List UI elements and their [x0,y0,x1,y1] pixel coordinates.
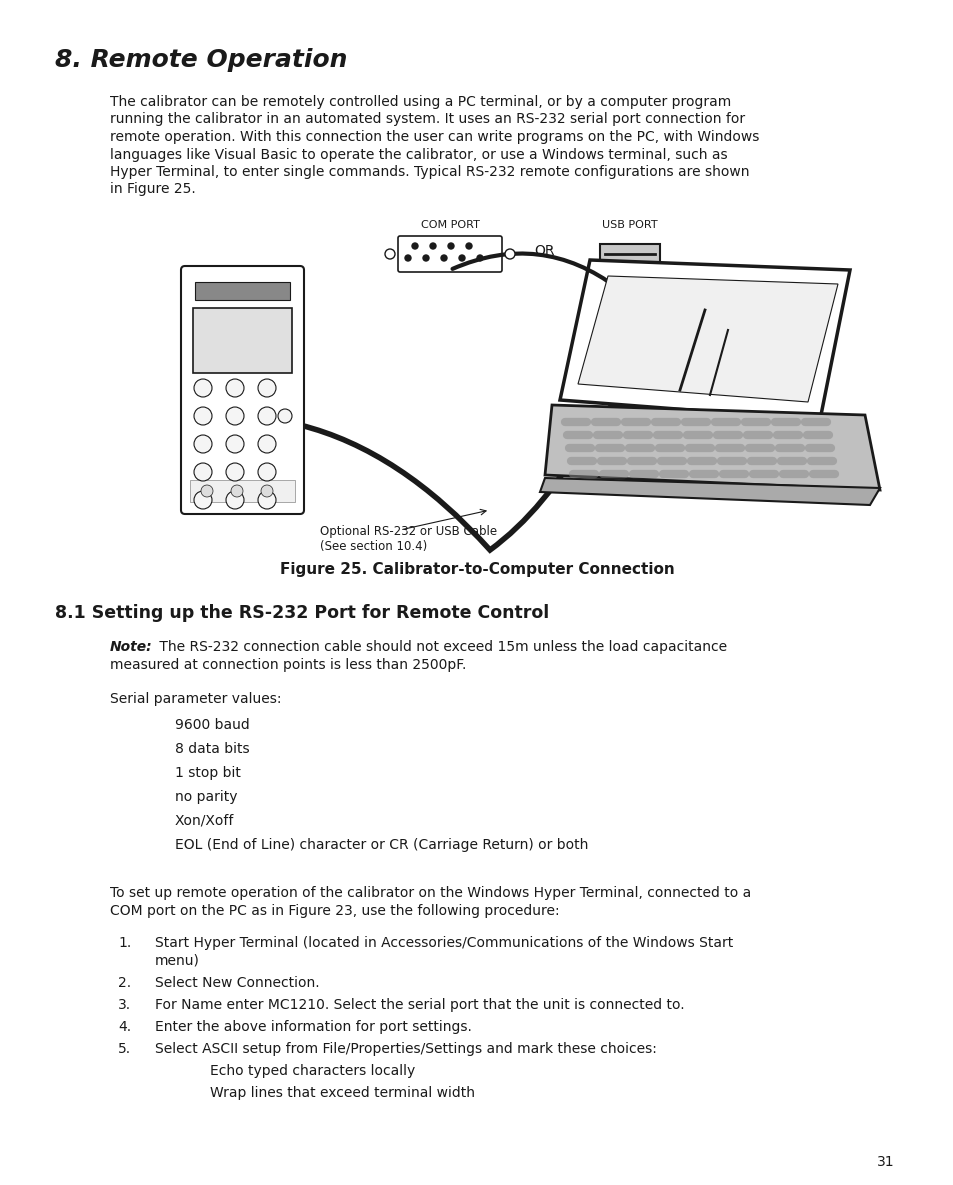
Polygon shape [578,276,837,402]
Text: OR: OR [535,244,555,258]
Text: 1.: 1. [118,936,132,950]
Text: USB PORT: USB PORT [601,220,658,230]
Polygon shape [544,405,879,491]
FancyBboxPatch shape [599,244,659,264]
Circle shape [440,255,447,261]
FancyBboxPatch shape [193,308,292,373]
Circle shape [448,243,454,249]
Text: 8 data bits: 8 data bits [174,742,250,756]
Text: Echo typed characters locally: Echo typed characters locally [210,1064,415,1078]
Text: COM port on the PC as in Figure 23, use the following procedure:: COM port on the PC as in Figure 23, use … [110,904,559,918]
Text: 2.: 2. [118,976,131,989]
Circle shape [193,435,212,453]
Text: Enter the above information for port settings.: Enter the above information for port set… [154,1020,472,1035]
Text: The RS-232 connection cable should not exceed 15m unless the load capacitance: The RS-232 connection cable should not e… [154,640,726,654]
Text: menu): menu) [154,954,200,968]
Text: EOL (End of Line) character or CR (Carriage Return) or both: EOL (End of Line) character or CR (Carri… [174,838,588,852]
FancyBboxPatch shape [190,480,294,502]
Text: 8.1 Setting up the RS-232 Port for Remote Control: 8.1 Setting up the RS-232 Port for Remot… [55,604,549,622]
Text: Hyper Terminal, to enter single commands. Typical RS-232 remote configurations a: Hyper Terminal, to enter single commands… [110,165,749,179]
Text: Xon/Xoff: Xon/Xoff [174,814,234,828]
Circle shape [257,435,275,453]
Text: remote operation. With this connection the user can write programs on the PC, wi: remote operation. With this connection t… [110,130,759,145]
Text: The calibrator can be remotely controlled using a PC terminal, or by a computer : The calibrator can be remotely controlle… [110,95,731,109]
Circle shape [226,491,244,510]
Text: Figure 25. Calibrator-to-Computer Connection: Figure 25. Calibrator-to-Computer Connec… [279,562,674,577]
FancyBboxPatch shape [181,265,304,514]
Circle shape [231,485,243,497]
Polygon shape [559,260,849,419]
Circle shape [193,406,212,425]
Text: To set up remote operation of the calibrator on the Windows Hyper Terminal, conn: To set up remote operation of the calibr… [110,886,750,899]
Circle shape [422,255,429,261]
Circle shape [430,243,436,249]
Text: Select ASCII setup from File/Properties/Settings and mark these choices:: Select ASCII setup from File/Properties/… [154,1042,657,1056]
Circle shape [226,463,244,481]
Circle shape [226,406,244,425]
Text: measured at connection points is less than 2500pF.: measured at connection points is less th… [110,658,466,672]
Text: no parity: no parity [174,790,237,803]
Circle shape [261,485,273,497]
Circle shape [257,491,275,510]
Text: 5.: 5. [118,1042,131,1056]
Circle shape [504,249,515,260]
Circle shape [257,379,275,397]
Text: Select New Connection.: Select New Connection. [154,976,319,989]
Circle shape [277,409,292,423]
Circle shape [193,379,212,397]
Text: COM PORT: COM PORT [420,220,479,230]
Text: Serial parameter values:: Serial parameter values: [110,692,281,706]
Text: in Figure 25.: in Figure 25. [110,182,195,197]
Polygon shape [539,478,879,505]
Circle shape [226,435,244,453]
Circle shape [476,255,482,261]
Text: 3.: 3. [118,998,131,1012]
Text: For Name enter MC1210. Select the serial port that the unit is connected to.: For Name enter MC1210. Select the serial… [154,998,684,1012]
Circle shape [465,243,472,249]
Text: Note:: Note: [110,640,152,654]
Text: languages like Visual Basic to operate the calibrator, or use a Windows terminal: languages like Visual Basic to operate t… [110,147,727,161]
Text: 31: 31 [877,1155,894,1168]
Circle shape [257,463,275,481]
Circle shape [385,249,395,260]
Text: Wrap lines that exceed terminal width: Wrap lines that exceed terminal width [210,1085,475,1100]
Circle shape [226,379,244,397]
Text: 8. Remote Operation: 8. Remote Operation [55,49,347,72]
Text: Start Hyper Terminal (located in Accessories/Communications of the Windows Start: Start Hyper Terminal (located in Accesso… [154,936,733,950]
Text: 9600 baud: 9600 baud [174,718,250,732]
Text: running the calibrator in an automated system. It uses an RS-232 serial port con: running the calibrator in an automated s… [110,113,744,127]
Text: (See section 10.4): (See section 10.4) [319,540,427,553]
Circle shape [193,463,212,481]
Text: 1 stop bit: 1 stop bit [174,766,240,780]
Circle shape [458,255,464,261]
Circle shape [412,243,417,249]
Circle shape [201,485,213,497]
Circle shape [405,255,411,261]
Text: 4.: 4. [118,1020,131,1035]
FancyBboxPatch shape [194,282,290,300]
Circle shape [193,491,212,510]
Circle shape [257,406,275,425]
FancyBboxPatch shape [397,236,501,273]
Text: Optional RS-232 or USB Cable: Optional RS-232 or USB Cable [319,525,497,538]
